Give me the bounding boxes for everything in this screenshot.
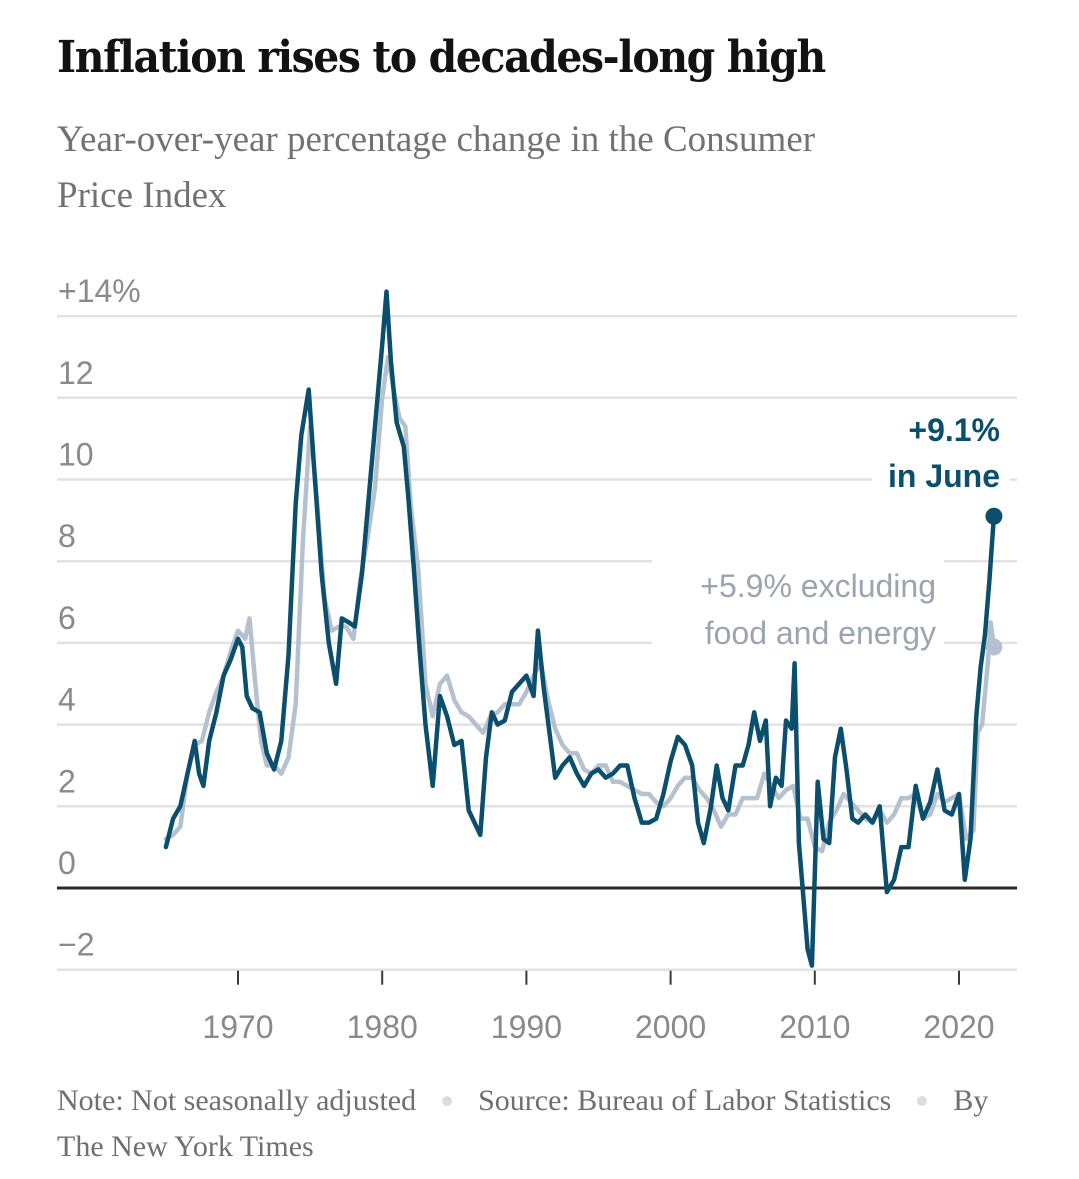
x-tick-label: 2020 [923,1009,994,1045]
headline-endpoint-dot [985,507,1003,525]
separator-dot [442,1095,453,1106]
chart-title: Inflation rises to decades-long high [57,32,826,83]
core-endpoint-dot [985,638,1003,656]
annotation-core-background [652,560,944,656]
annotation-core-value: +5.9% excluding [700,568,936,604]
annotation-headline-background [872,455,1010,495]
footer-note: Note: Not seasonally adjusted [57,1084,417,1117]
annotation-core-label: food and energy [705,615,936,651]
x-tick-label: 2000 [635,1009,706,1045]
series-all-items [163,289,997,968]
x-tick-label: 2010 [779,1009,850,1045]
annotations: +9.1% in June +5.9% excluding food and e… [652,412,1010,656]
footer-byline: By The New York Times [57,1084,989,1163]
y-tick-label: 12 [58,355,94,391]
separator-dot [917,1095,928,1106]
y-tick-label: 10 [58,437,94,473]
series-lines [163,289,1003,968]
y-tick-label: 6 [58,600,76,636]
chart-subtitle: Year-over-year percentage change in the … [57,119,816,216]
footer-source: Source: Bureau of Labor Statistics [478,1084,892,1117]
annotation-headline-value: +9.1% [908,412,1000,448]
series-core [163,354,997,854]
x-tick-label: 1980 [347,1009,418,1045]
y-tick-label: 8 [58,518,76,554]
y-tick-label: 4 [58,682,76,718]
y-tick-label: −2 [58,927,94,963]
y-tick-label: 0 [58,845,76,881]
x-axis: 1970 1980 1990 2000 2010 2020 [202,970,995,1045]
y-tick-label: +14% [58,273,141,309]
x-tick-label: 1970 [202,1009,273,1045]
annotation-headline-month: in June [888,458,1000,494]
y-tick-label: 2 [58,763,76,799]
x-tick-label: 1990 [491,1009,562,1045]
y-axis-labels: −2 0 2 4 6 8 10 12 +14% [58,273,141,963]
chart-footer: Note: Not seasonally adjusted Source: Bur… [57,1078,1017,1170]
